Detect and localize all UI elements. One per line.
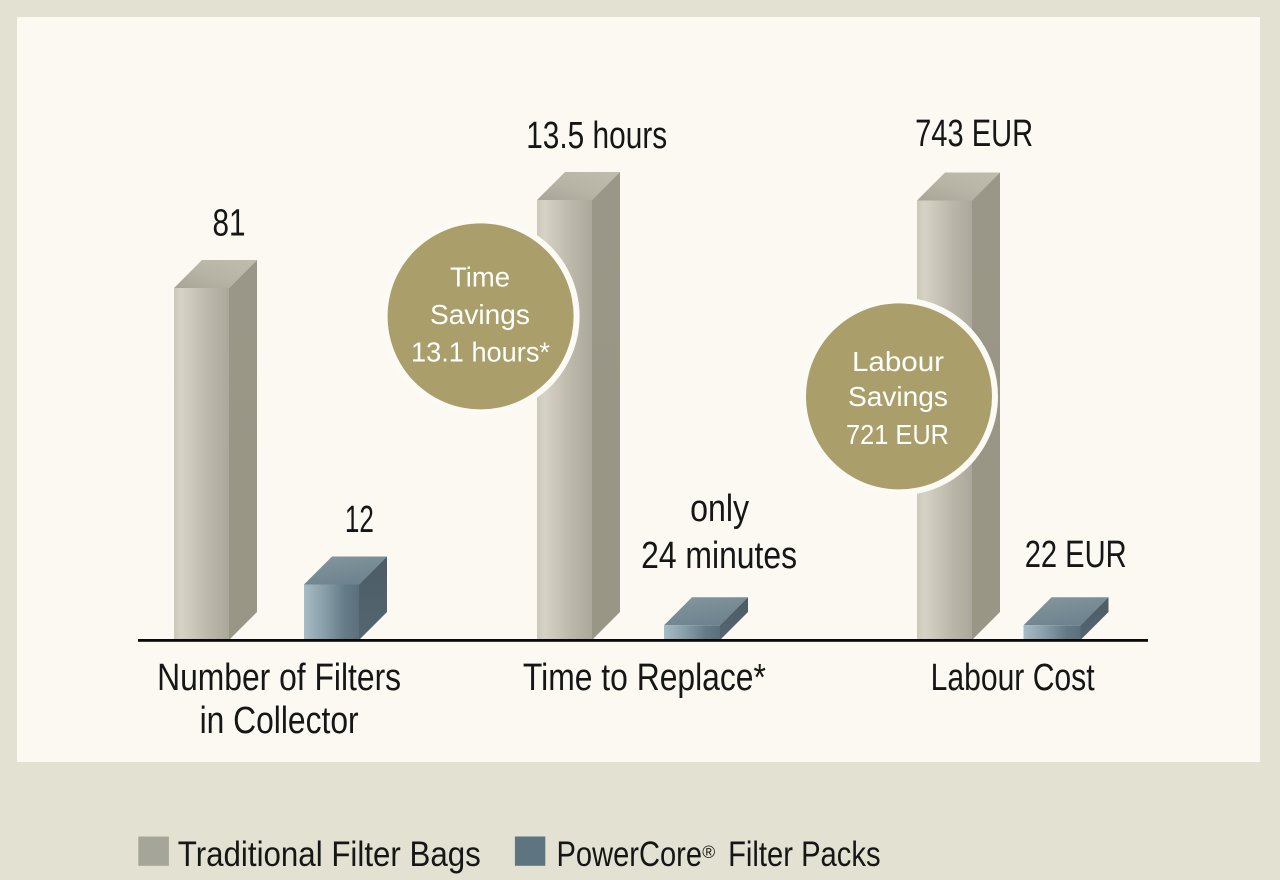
svg-text:24 minutes: 24 minutes bbox=[641, 535, 797, 577]
svg-text:743 EUR: 743 EUR bbox=[915, 113, 1033, 155]
svg-text:only: only bbox=[690, 488, 749, 530]
svg-text:Time to Replace*: Time to Replace* bbox=[523, 657, 766, 699]
svg-text:Savings: Savings bbox=[848, 381, 948, 412]
svg-text:PowerCore: PowerCore bbox=[557, 835, 703, 874]
svg-text:Time: Time bbox=[450, 262, 510, 293]
svg-text:in Collector: in Collector bbox=[200, 700, 359, 742]
svg-text:22 EUR: 22 EUR bbox=[1025, 534, 1127, 576]
svg-text:Savings: Savings bbox=[430, 299, 530, 330]
svg-text:13.5 hours: 13.5 hours bbox=[526, 115, 667, 157]
svg-text:81: 81 bbox=[213, 203, 246, 245]
svg-text:Filter Packs: Filter Packs bbox=[728, 835, 881, 874]
svg-text:®: ® bbox=[702, 842, 715, 862]
svg-text:Labour: Labour bbox=[852, 346, 944, 377]
svg-text:Labour Cost: Labour Cost bbox=[931, 657, 1095, 699]
svg-text:Number of Filters: Number of Filters bbox=[157, 657, 401, 699]
svg-text:Traditional Filter Bags: Traditional Filter Bags bbox=[178, 835, 481, 874]
svg-text:13.1 hours*: 13.1 hours* bbox=[411, 337, 550, 368]
svg-text:12: 12 bbox=[345, 499, 374, 541]
svg-text:721 EUR: 721 EUR bbox=[846, 419, 949, 450]
